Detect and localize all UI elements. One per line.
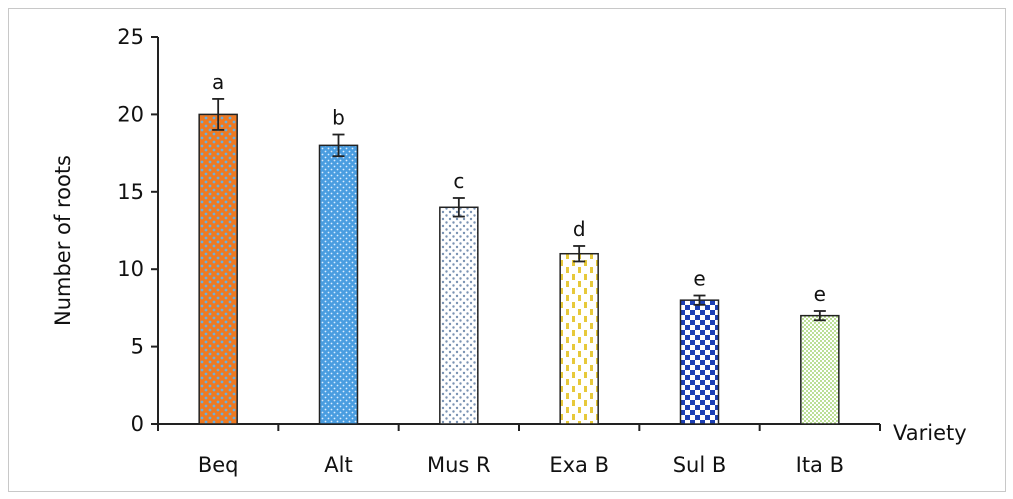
chart-frame <box>8 8 1006 492</box>
bar-exa-b <box>559 252 599 425</box>
bar-ita-b <box>800 314 840 425</box>
bar-beq <box>198 113 238 425</box>
x-tick-label: Beq <box>198 453 239 477</box>
bar-alt <box>318 144 359 425</box>
significance-letter: b <box>332 106 345 130</box>
bar-mus-r <box>439 206 479 425</box>
y-axis-title: Number of roots <box>51 155 75 326</box>
significance-letter: e <box>814 282 826 306</box>
x-tick-label: Alt <box>324 453 352 477</box>
labels-group: a Beq b Alt c Mus R d Exa B e Sul B e Ita B <box>198 70 844 477</box>
significance-letter: e <box>693 267 705 291</box>
y-tick-label: 5 <box>131 335 144 359</box>
axes: 0 5 10 15 20 25 Number of roots Variety <box>51 25 967 445</box>
y-tick-label: 20 <box>117 102 144 126</box>
significance-letter: c <box>453 169 464 193</box>
y-tick-label: 10 <box>117 257 144 281</box>
x-tick-label: Exa B <box>549 453 609 477</box>
y-tick-label: 25 <box>117 25 144 49</box>
y-tick-label: 15 <box>117 180 144 204</box>
y-tick-label: 0 <box>131 412 144 436</box>
x-tick-label: Ita B <box>796 453 844 477</box>
bar-sul-b <box>679 299 720 425</box>
significance-letter: d <box>573 217 586 241</box>
x-tick-label: Sul B <box>673 453 727 477</box>
bars-group <box>198 98 840 425</box>
x-tick-label: Mus R <box>427 453 491 477</box>
x-axis-title: Variety <box>893 421 967 445</box>
significance-letter: a <box>212 70 224 94</box>
